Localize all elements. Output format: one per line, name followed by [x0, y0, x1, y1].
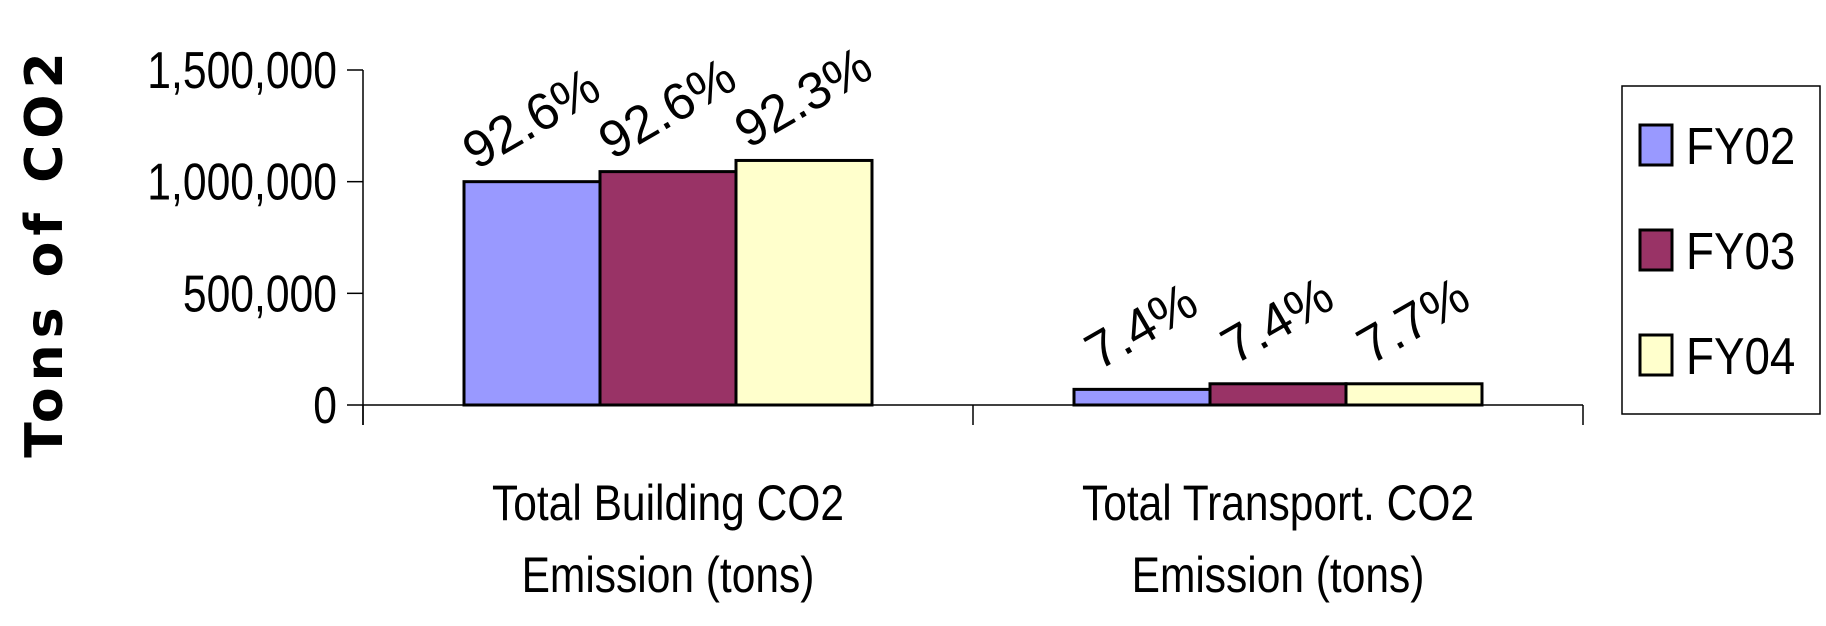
y-axis-label: Tons of CO2: [15, 46, 75, 457]
bar-fy04-1: [734, 158, 874, 407]
x-category-label: Emission (tons): [1132, 547, 1425, 603]
x-category-label: Total Transport. CO2: [1082, 475, 1474, 531]
bar-fy02-2: [1072, 387, 1212, 407]
bar-percentage-label: 7.7%: [1348, 266, 1480, 375]
legend-swatch-fy03: [1638, 228, 1674, 272]
bar-fy04-2: [1344, 382, 1484, 407]
bar-percentage-label: 92.3%: [725, 36, 882, 160]
bar-fy02-1: [462, 180, 602, 407]
y-tick-label: 1,500,000: [147, 42, 337, 100]
bar-fy03-2: [1208, 382, 1348, 407]
legend-label-fy04: FY04: [1686, 328, 1795, 385]
bar-percentage-label: 7.4%: [1212, 266, 1344, 375]
y-tick-label: 0: [313, 377, 337, 435]
y-tick-label: 500,000: [183, 265, 337, 323]
bar-percentage-label: 7.4%: [1076, 272, 1208, 381]
legend-label-fy02: FY02: [1686, 118, 1795, 175]
legend-swatch-fy04: [1638, 333, 1674, 377]
x-category-label: Emission (tons): [522, 547, 815, 603]
x-axis: Total Building CO2 Emission (tons) Total T…: [362, 404, 1584, 603]
legend-swatch-fy02: [1638, 123, 1674, 167]
x-category-label: Total Building CO2: [492, 475, 844, 531]
bar-percentage-label: 92.6%: [589, 47, 746, 171]
legend: FY02 FY03 FY04: [1621, 85, 1821, 415]
legend-label-fy03: FY03: [1686, 223, 1795, 280]
bar-percentage-label: 92.6%: [453, 57, 610, 181]
y-axis: 0 500,000 1,000,000 1,500,000: [147, 42, 364, 435]
y-tick-label: 1,000,000: [147, 154, 337, 212]
bar-fy03-1: [598, 170, 738, 407]
bars: [462, 158, 1484, 407]
